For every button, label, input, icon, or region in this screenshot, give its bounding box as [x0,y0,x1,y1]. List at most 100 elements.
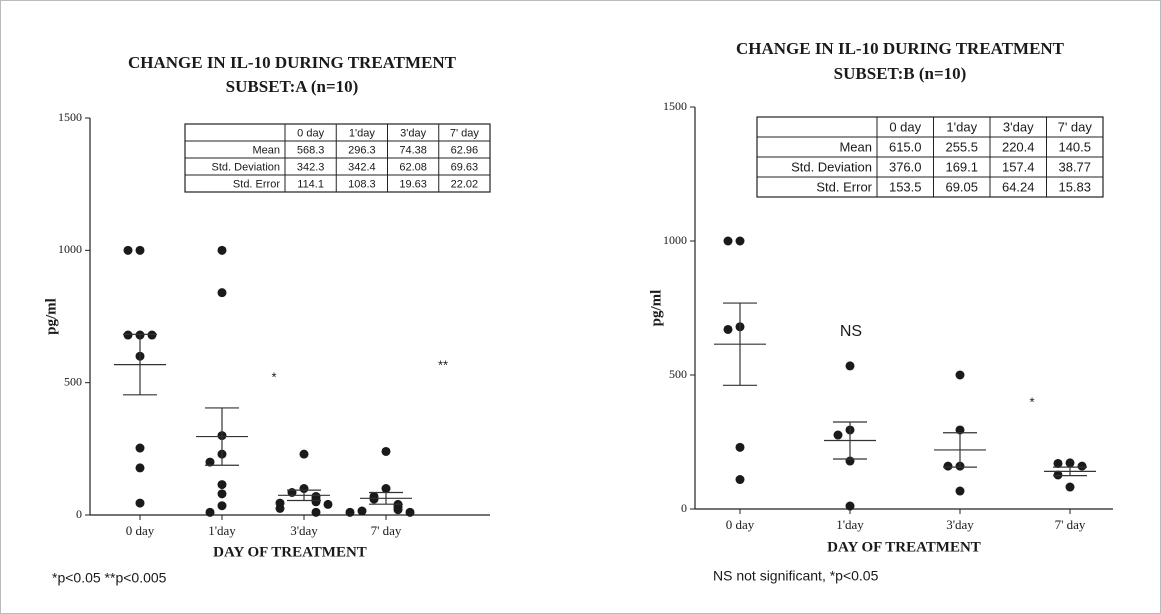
data-point [135,245,145,255]
data-point [723,236,733,246]
chart-subtitle: SUBSET:A (n=10) [226,77,359,96]
data-point [943,461,953,471]
x-axis-label: DAY OF TREATMENT [827,539,981,555]
y-tick-label: 1500 [663,99,687,113]
table-header: 3'day [400,127,426,139]
table-cell: 255.5 [945,139,978,154]
x-tick-label: 7' day [1055,517,1086,532]
data-point [311,497,321,507]
x-tick-label: 0 day [726,517,755,532]
y-axis-label: pg/ml [43,298,59,335]
data-point [217,501,227,511]
footnote: *p<0.05 **p<0.005 [52,570,167,586]
y-tick-label: 1000 [58,242,82,256]
y-tick-label: 500 [64,374,82,388]
table-cell: 69.63 [451,161,479,173]
table-cell: 615.0 [889,139,922,154]
y-tick-label: 500 [669,367,687,381]
y-tick-label: 1000 [663,233,687,247]
table-header: 7' day [1058,119,1093,134]
significance-label: * [1029,394,1034,409]
table-cell: 140.5 [1058,139,1091,154]
table-cell: 114.1 [297,178,324,190]
table-cell: 62.96 [451,144,479,156]
table-cell: 153.5 [889,179,922,194]
table-row-label: Std. Error [816,179,872,194]
table-cell: 169.1 [945,159,978,174]
data-point [735,236,745,246]
table-cell: 62.08 [399,161,427,173]
data-point [1065,458,1075,468]
table-header: 1'day [946,119,977,134]
table-row-label: Mean [252,144,280,156]
chart-title: CHANGE IN IL-10 DURING TREATMENT [736,39,1065,58]
table-row-label: Mean [839,139,872,154]
x-tick-label: 7' day [371,523,402,538]
data-point [381,446,391,456]
data-point [275,503,285,513]
data-point [299,484,309,494]
data-point [135,463,145,473]
table-cell: 220.4 [1002,139,1035,154]
significance-label: ** [438,357,448,372]
data-point [381,484,391,494]
table-cell: 108.3 [348,178,376,190]
data-point [323,499,333,509]
significance-label: NS [840,323,862,340]
table-row-label: Std. Error [233,178,280,190]
data-point [955,486,965,496]
data-point [955,370,965,380]
data-point [123,330,133,340]
data-point [845,501,855,511]
table-cell: 74.38 [399,144,427,156]
table-row-label: Std. Deviation [212,161,280,173]
chart-title: CHANGE IN IL-10 DURING TREATMENT [128,53,457,72]
x-tick-label: 1'day [836,517,864,532]
data-point [1077,461,1087,471]
table-cell: 342.4 [348,161,376,173]
table-header: 3'day [1003,119,1034,134]
data-point [1053,458,1063,468]
data-point [217,288,227,298]
data-point [1053,470,1063,480]
table-cell: 64.24 [1002,179,1035,194]
table-cell: 19.63 [399,178,427,190]
data-point [311,507,321,517]
x-tick-label: 3'day [946,517,974,532]
data-point [735,442,745,452]
table-header: 0 day [297,127,324,139]
data-point [845,361,855,371]
y-tick-label: 0 [76,507,82,521]
data-point [393,505,403,515]
table-row-label: Std. Deviation [791,159,872,174]
data-point [135,498,145,508]
table-cell: 22.02 [451,178,479,190]
table-cell: 296.3 [348,144,376,156]
table-header: 1'day [349,127,375,139]
data-point [123,245,133,255]
x-tick-label: 3'day [290,523,318,538]
x-tick-label: 1'day [208,523,236,538]
data-point [345,507,355,517]
data-point [723,324,733,334]
footnote: NS not significant, *p<0.05 [713,568,879,584]
table-cell: 342.3 [297,161,325,173]
data-point [217,245,227,255]
y-axis-label: pg/ml [648,290,664,327]
table-cell: 38.77 [1058,159,1091,174]
data-point [405,507,415,517]
table-cell: 157.4 [1002,159,1035,174]
data-point [147,330,157,340]
data-point [369,494,379,504]
y-tick-label: 1500 [58,110,82,124]
significance-label: * [271,369,276,384]
x-axis-label: DAY OF TREATMENT [213,544,367,560]
chart-subtitle: SUBSET:B (n=10) [834,64,967,83]
data-point [217,489,227,499]
table-cell: 69.05 [945,179,978,194]
x-tick-label: 0 day [126,523,155,538]
data-point [135,443,145,453]
table-header: 7' day [450,127,480,139]
